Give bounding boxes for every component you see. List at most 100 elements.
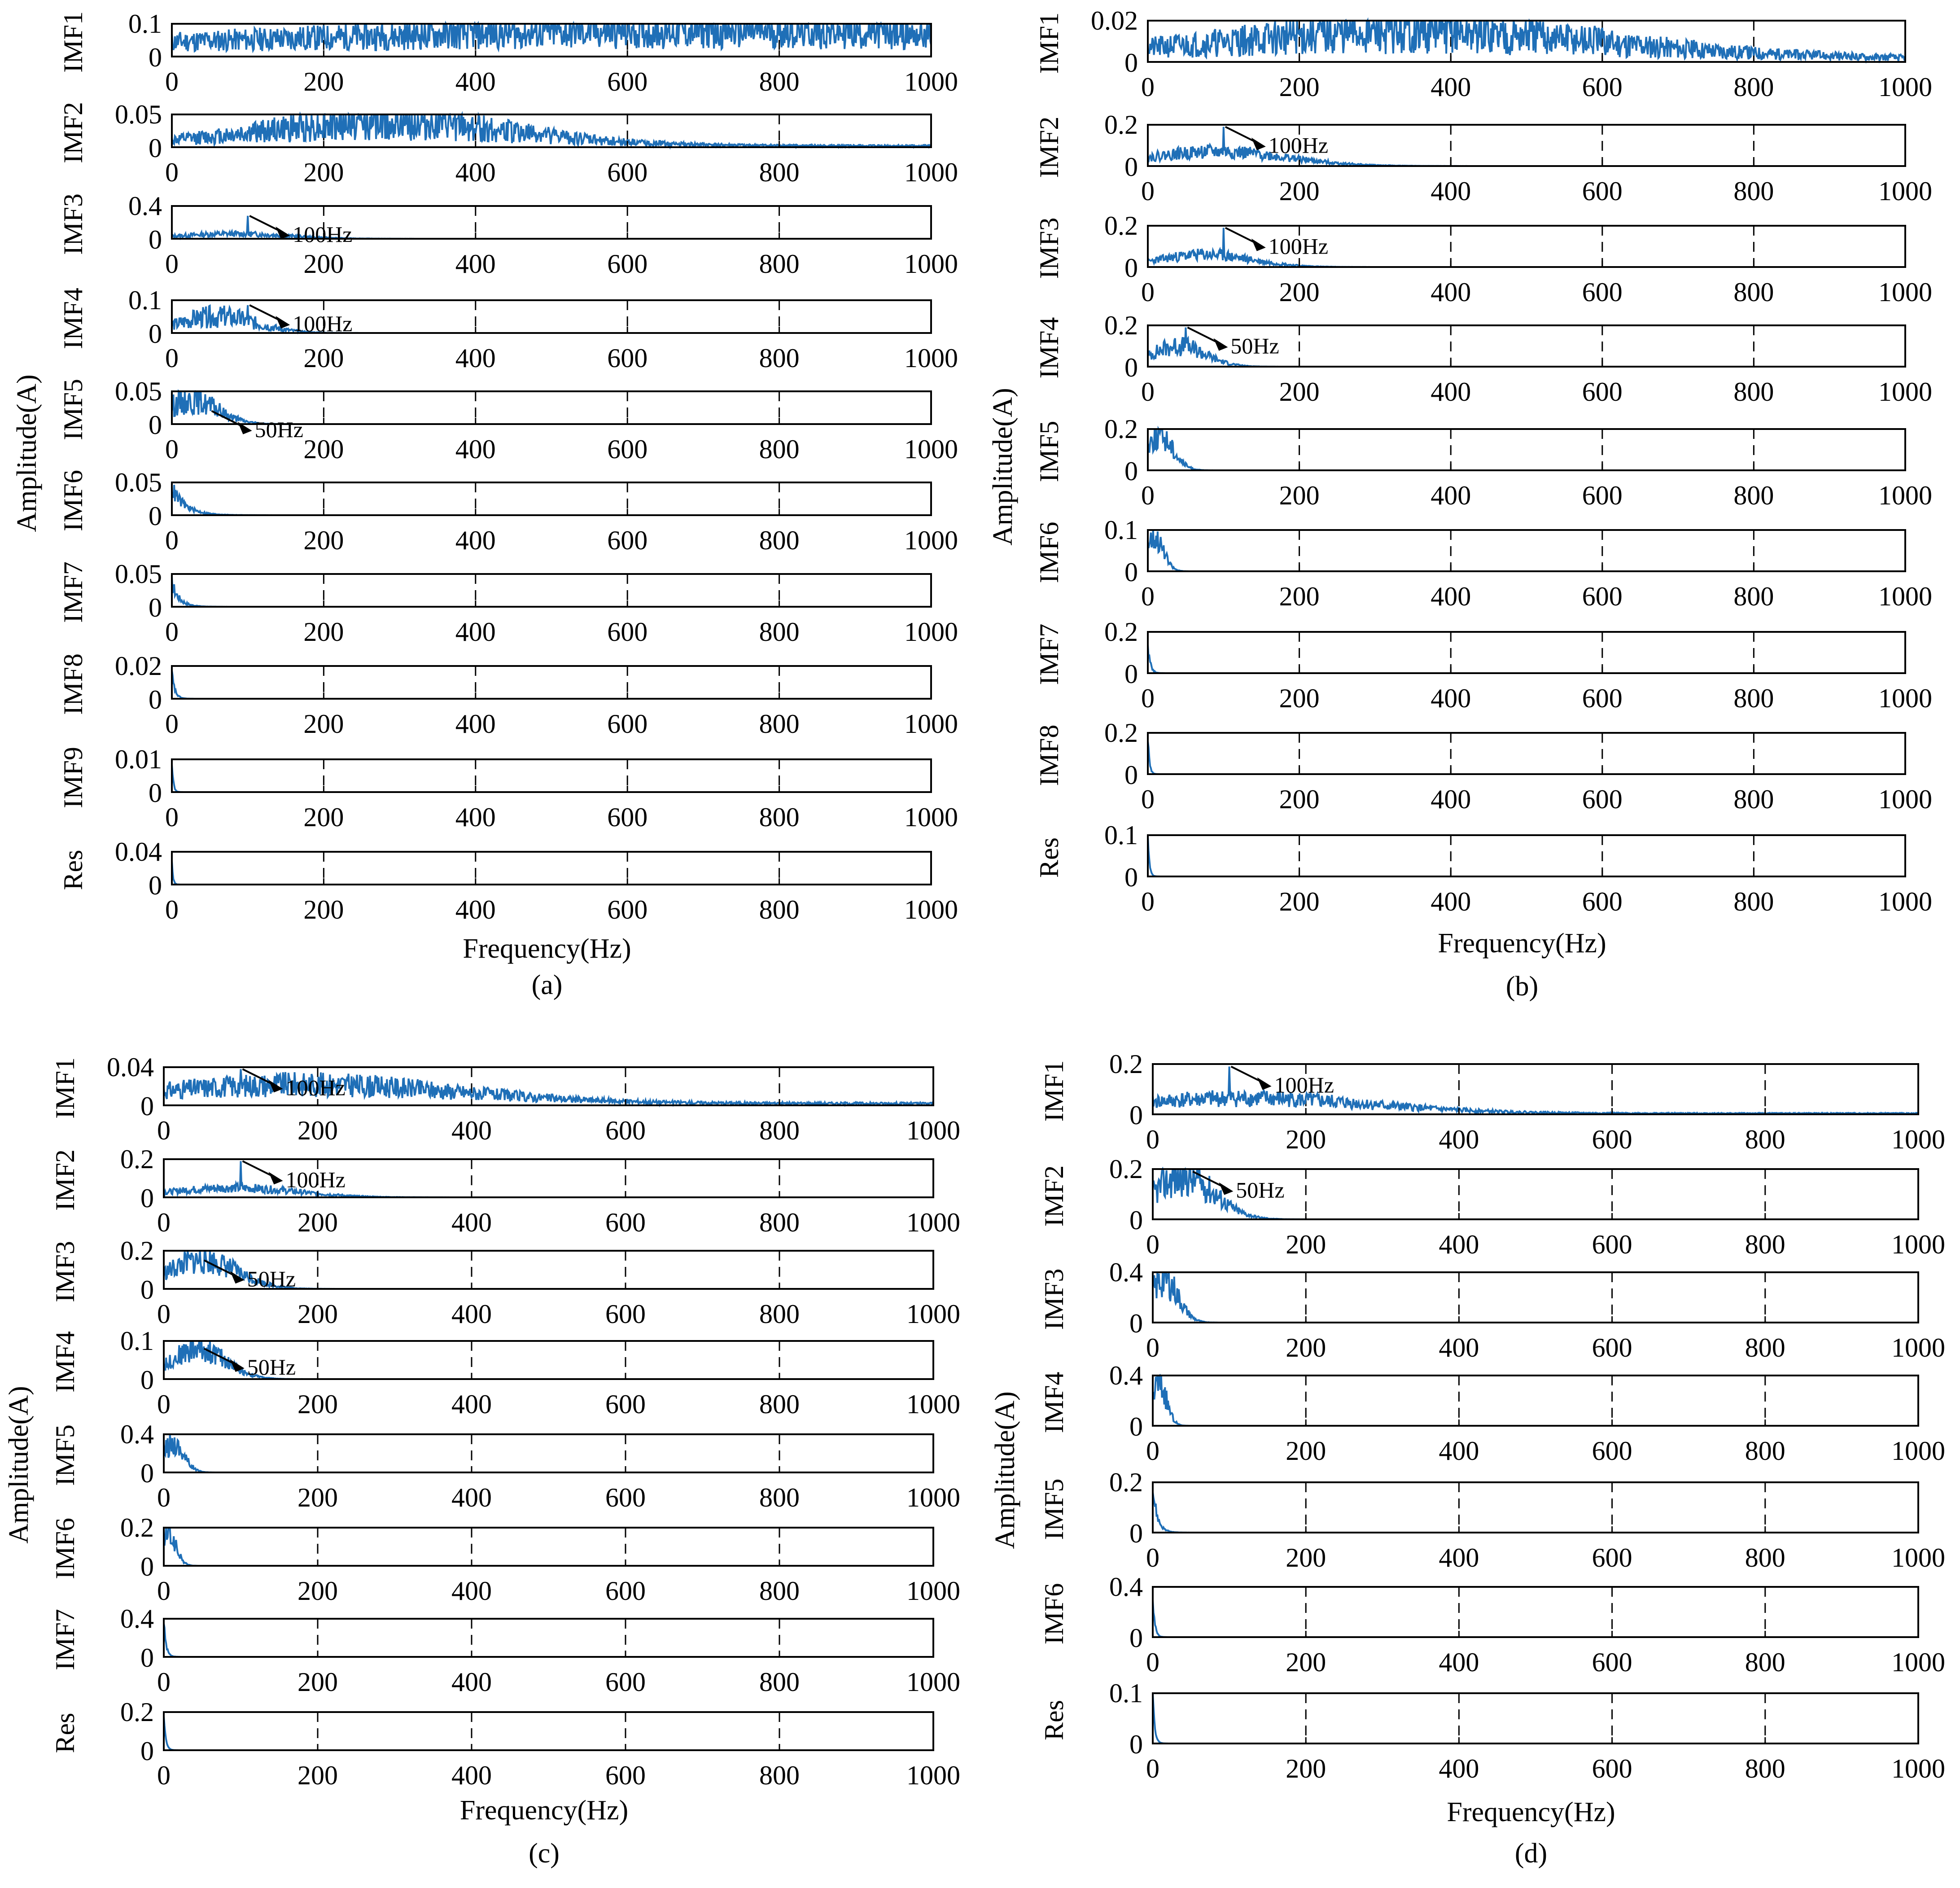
axes-box bbox=[1147, 124, 1906, 167]
y-tick-label-top: 0.04 bbox=[115, 837, 162, 867]
x-tick-label: 400 bbox=[451, 1299, 492, 1329]
x-tick-label: 1000 bbox=[906, 1667, 960, 1697]
x-tick-label: 1000 bbox=[904, 709, 958, 739]
x-tick-label: 0 bbox=[1141, 481, 1155, 510]
row-label-imf5: IMF5 bbox=[1034, 421, 1064, 482]
y-tick-label-top: 0.4 bbox=[1109, 1572, 1143, 1602]
y-tick-label-top: 0.2 bbox=[120, 1144, 154, 1174]
x-tick-label: 0 bbox=[1141, 582, 1155, 611]
spectrum-line bbox=[171, 485, 931, 517]
axes-box bbox=[1147, 732, 1906, 775]
row-label-imf2: IMF2 bbox=[58, 102, 88, 163]
x-tick-label: 200 bbox=[298, 1667, 338, 1697]
y-tick-label-bottom: 0 bbox=[140, 1365, 154, 1395]
annotation-arrowhead bbox=[1251, 238, 1266, 251]
spectrum-line bbox=[171, 111, 932, 150]
x-tick-label: 0 bbox=[157, 1389, 171, 1419]
x-tick-label: 800 bbox=[759, 1208, 800, 1237]
subplot-imf5: 0 200 400 600 800 1000 0.4 0 IMF5 bbox=[50, 1419, 960, 1512]
x-tick-label: 1000 bbox=[1891, 1647, 1945, 1677]
x-tick-label: 0 bbox=[1141, 377, 1155, 407]
panel-b: 0 200 400 600 800 1000 0.02 0 IMF1 0 200 400 600 800 1… bbox=[988, 6, 1932, 1002]
annotation-arrowhead bbox=[230, 1359, 245, 1372]
x-tick-label: 600 bbox=[1582, 784, 1623, 814]
x-tick-label: 0 bbox=[1141, 277, 1155, 307]
x-tick-label: 800 bbox=[759, 895, 800, 924]
x-tick-label: 0 bbox=[1141, 72, 1155, 102]
x-tick-label: 400 bbox=[455, 526, 496, 555]
x-tick-label: 0 bbox=[165, 895, 179, 924]
x-tick-label: 0 bbox=[1141, 176, 1155, 206]
x-tick-label: 1000 bbox=[1891, 1436, 1945, 1466]
x-tick-label: 800 bbox=[759, 1667, 800, 1697]
x-tick-label: 800 bbox=[1745, 1647, 1785, 1677]
x-tick-label: 200 bbox=[1279, 683, 1320, 713]
x-tick-label: 1000 bbox=[1878, 582, 1932, 611]
x-tick-label: 800 bbox=[759, 434, 800, 464]
x-tick-label: 200 bbox=[1286, 1333, 1326, 1362]
x-tick-label: 400 bbox=[455, 249, 496, 279]
panel-label: (b) bbox=[1506, 971, 1538, 1002]
row-label-imf7: IMF7 bbox=[58, 561, 88, 623]
x-tick-label: 400 bbox=[1439, 1754, 1479, 1783]
x-tick-label: 0 bbox=[165, 617, 179, 647]
spectrum-line bbox=[1152, 1066, 1919, 1116]
y-tick-label-top: 0.2 bbox=[1104, 211, 1138, 241]
y-tick-label-bottom: 0 bbox=[1129, 1623, 1143, 1653]
x-tick-label: 1000 bbox=[1891, 1230, 1945, 1259]
x-tick-label: 400 bbox=[451, 1576, 492, 1606]
x-tick-label: 200 bbox=[303, 709, 344, 739]
x-tick-label: 400 bbox=[1431, 784, 1471, 814]
x-tick-label: 200 bbox=[1279, 72, 1320, 102]
axes-box bbox=[1152, 1375, 1919, 1427]
x-tick-label: 1000 bbox=[904, 895, 958, 924]
subplot-imf3: 0 200 400 600 800 1000 0.4 0 IMF3 bbox=[1039, 1257, 1945, 1362]
x-tick-label: 400 bbox=[1439, 1436, 1479, 1466]
x-tick-label: 1000 bbox=[904, 802, 958, 832]
x-tick-label: 800 bbox=[1745, 1754, 1785, 1783]
x-tick-label: 800 bbox=[1733, 683, 1774, 713]
x-tick-label: 200 bbox=[303, 617, 344, 647]
x-tick-label: 400 bbox=[1439, 1125, 1479, 1154]
row-label-imf3: IMF3 bbox=[58, 193, 88, 255]
x-tick-label: 1000 bbox=[906, 1761, 960, 1790]
panel-label: (a) bbox=[532, 970, 563, 1000]
axes-box bbox=[171, 482, 932, 516]
x-tick-label: 800 bbox=[1733, 72, 1774, 102]
y-tick-label-top: 0.05 bbox=[115, 377, 162, 406]
row-label-res: Res bbox=[58, 850, 88, 890]
spectrum-line bbox=[1152, 1600, 1918, 1638]
row-label-imf7: IMF7 bbox=[50, 1609, 80, 1670]
axes-box bbox=[171, 205, 932, 240]
x-tick-label: 0 bbox=[165, 158, 179, 187]
y-axis-label: Amplitude(A) bbox=[988, 388, 1018, 545]
spectrum-line bbox=[163, 1435, 933, 1474]
x-tick-label: 200 bbox=[298, 1116, 338, 1145]
y-tick-label-bottom: 0 bbox=[140, 1552, 154, 1581]
y-axis-label: Amplitude(A) bbox=[990, 1391, 1020, 1549]
y-tick-label-bottom: 0 bbox=[140, 1275, 154, 1305]
axes-box bbox=[163, 1250, 934, 1290]
x-tick-label: 800 bbox=[759, 249, 800, 279]
y-tick-label-bottom: 0 bbox=[149, 43, 162, 72]
x-tick-label: 800 bbox=[1745, 1543, 1785, 1573]
x-tick-label: 600 bbox=[1582, 683, 1623, 713]
x-tick-label: 600 bbox=[1592, 1754, 1632, 1783]
axes-box bbox=[1147, 225, 1906, 268]
y-tick-label-bottom: 0 bbox=[140, 1183, 154, 1213]
annotation-label: 100Hz bbox=[293, 222, 352, 247]
x-tick-label: 600 bbox=[1592, 1230, 1632, 1259]
y-tick-label-top: 0.02 bbox=[1091, 6, 1138, 35]
x-tick-label: 0 bbox=[165, 434, 179, 464]
subplot-res: 0 200 400 600 800 1000 0.1 0 Res bbox=[1039, 1678, 1945, 1783]
x-tick-label: 800 bbox=[759, 709, 800, 739]
spectrum-line bbox=[1152, 1492, 1918, 1533]
row-label-imf6: IMF6 bbox=[58, 470, 88, 531]
x-tick-label: 400 bbox=[1431, 277, 1471, 307]
annotation-arrowhead bbox=[276, 226, 290, 239]
axes-box bbox=[1152, 1168, 1919, 1220]
